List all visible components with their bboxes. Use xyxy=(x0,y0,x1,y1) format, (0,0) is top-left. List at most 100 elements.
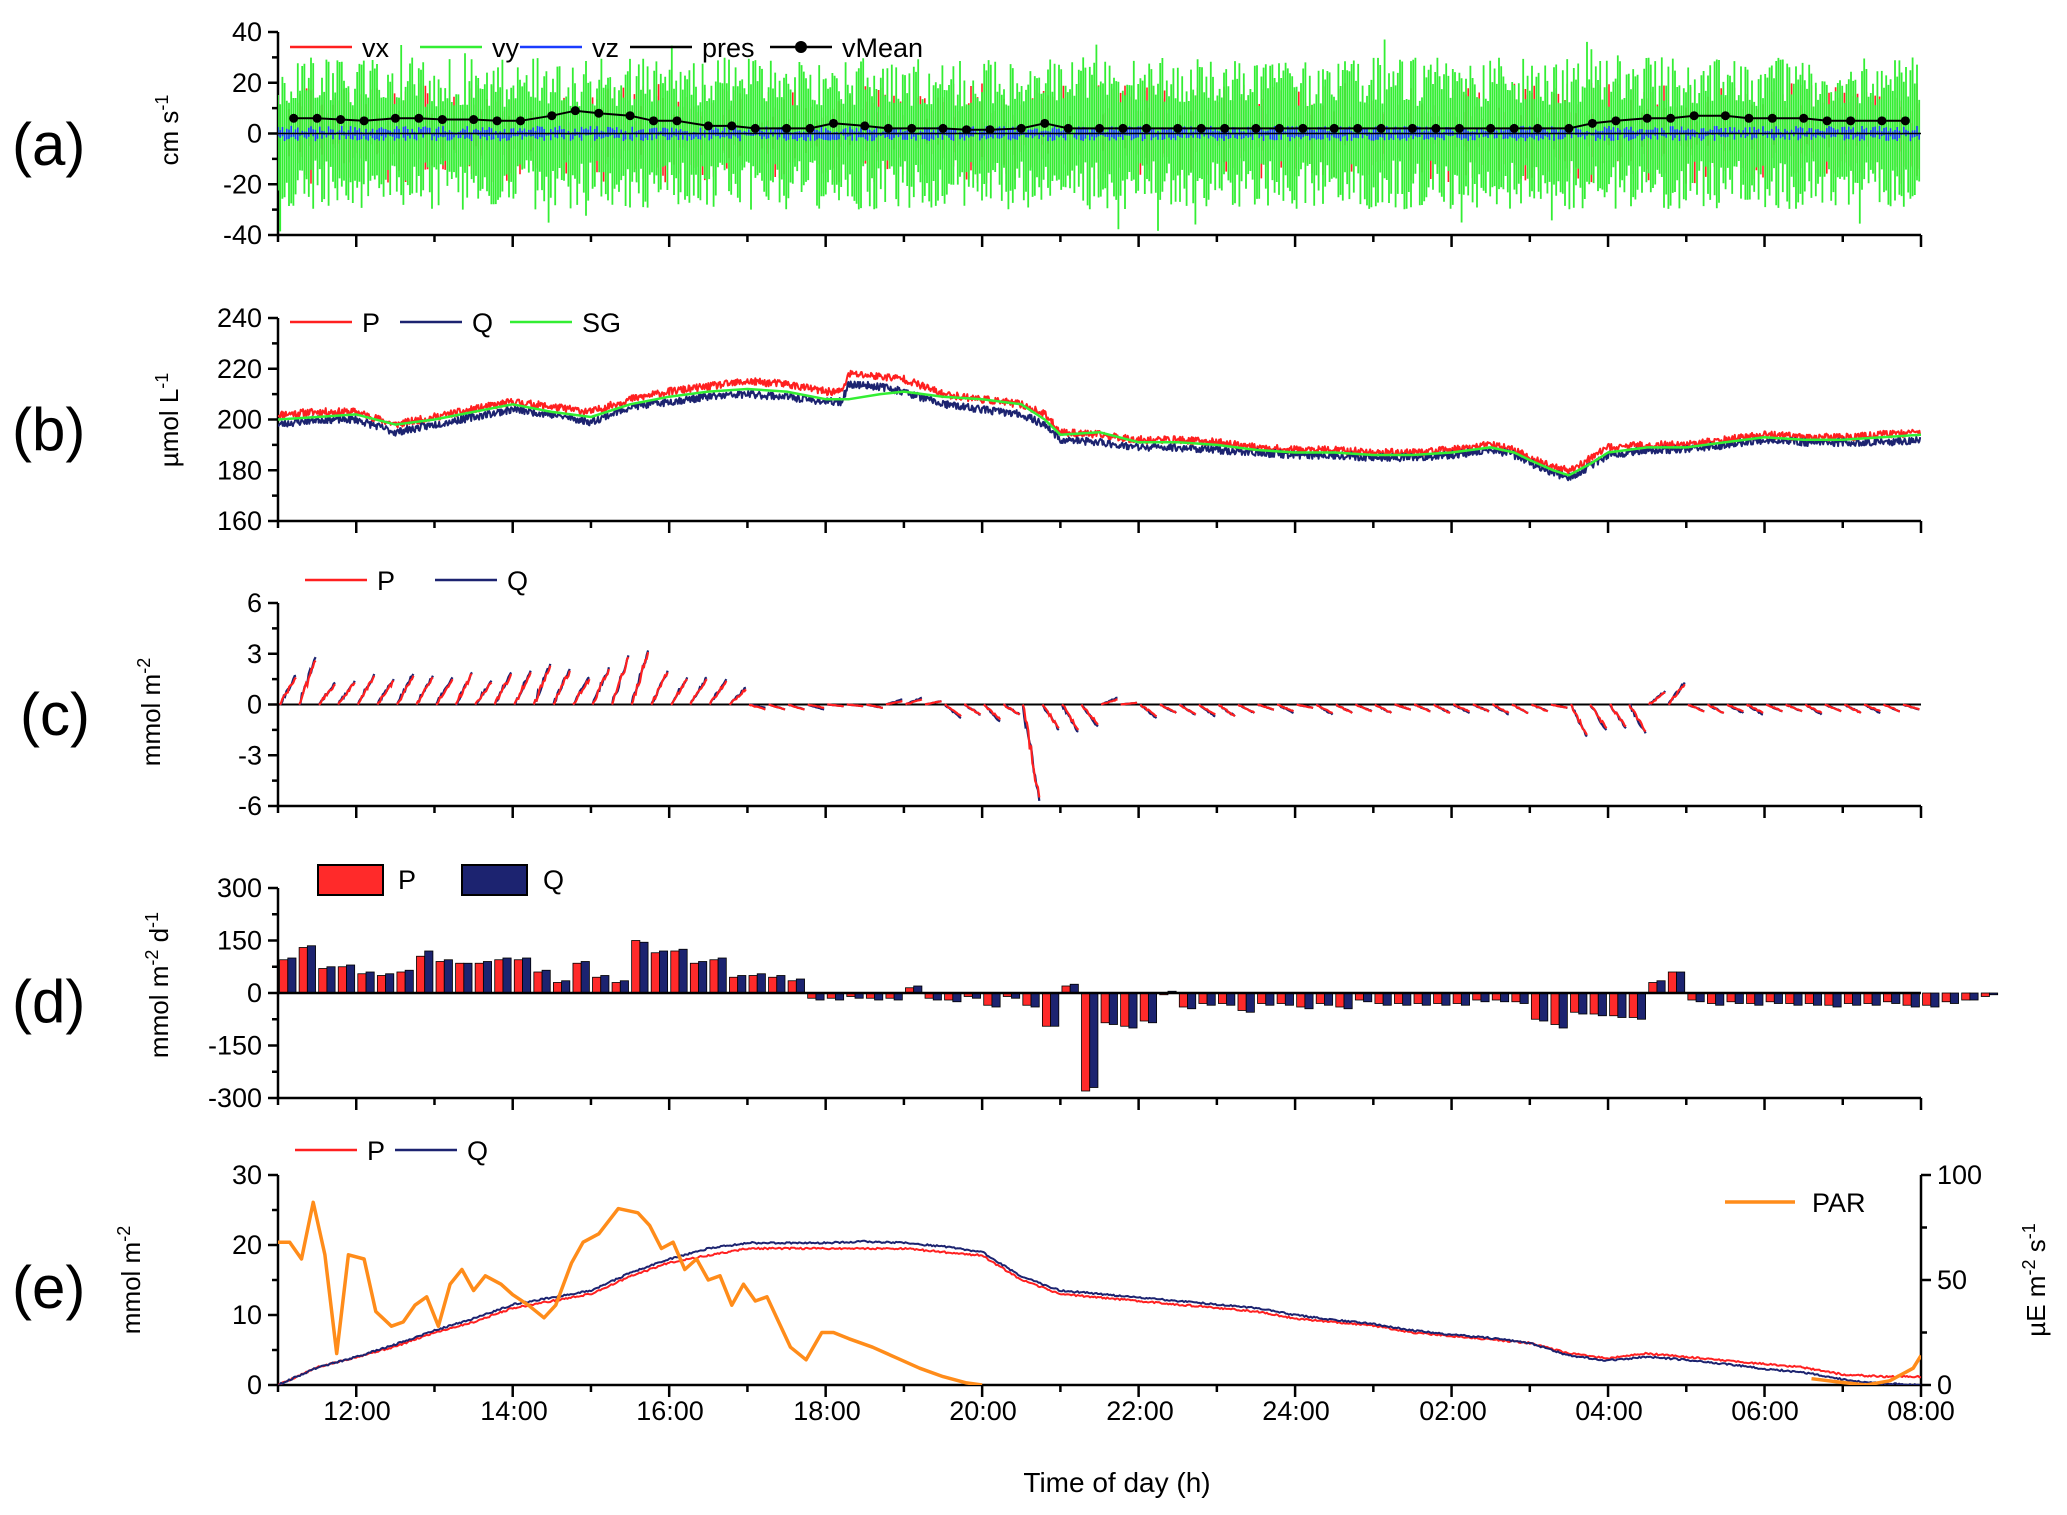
bar-p xyxy=(1022,992,1032,1006)
bar-p xyxy=(396,971,406,994)
bar-q xyxy=(1636,992,1647,1020)
vmean-point xyxy=(1173,123,1183,133)
bar-p xyxy=(533,971,543,994)
bar-p xyxy=(768,976,778,994)
vmean-point xyxy=(336,115,346,125)
bar-q xyxy=(1343,992,1353,1010)
bar-p xyxy=(1413,992,1423,1004)
bar-q xyxy=(1108,992,1118,1025)
y-tick-label: 300 xyxy=(217,873,262,903)
y-tick-label: -300 xyxy=(208,1083,262,1113)
bar-q xyxy=(385,973,395,994)
y-tick-label: -150 xyxy=(208,1031,262,1061)
bar-p xyxy=(1628,992,1638,1018)
y-tick-label: 220 xyxy=(217,354,262,384)
legend-vy-label: vy xyxy=(492,33,520,63)
bar-q xyxy=(1871,992,1881,1006)
bar-q xyxy=(424,950,434,994)
legend-q-swatch xyxy=(461,864,528,896)
bar-q xyxy=(1989,992,1999,996)
bar-q xyxy=(1813,992,1823,1006)
bar-q xyxy=(1069,983,1079,994)
bar-q xyxy=(619,980,629,994)
vmean-point xyxy=(1877,116,1887,126)
x-tick-label: 18:00 xyxy=(793,1396,861,1426)
bar-q xyxy=(737,975,747,994)
vmean-point xyxy=(961,125,971,135)
bar-q xyxy=(795,978,805,994)
vmean-point xyxy=(570,106,580,116)
legend-vx-label: vx xyxy=(362,33,390,63)
legend-vz-label: vz xyxy=(592,33,619,63)
bar-p xyxy=(689,962,699,994)
vmean-point xyxy=(1533,123,1543,133)
bar-q xyxy=(952,992,962,1003)
vmean-point xyxy=(985,125,995,135)
bar-p xyxy=(1746,992,1756,1004)
y-tick-label: 40 xyxy=(232,17,262,47)
bar-q xyxy=(1089,992,1099,1088)
vmean-point xyxy=(312,113,322,123)
bar-q xyxy=(1832,992,1842,1008)
bar-p xyxy=(1707,992,1717,1004)
bar-p xyxy=(1726,992,1736,1003)
vmean-point xyxy=(1329,123,1339,133)
vmean-point xyxy=(1767,113,1777,123)
bar-q xyxy=(1734,992,1744,1004)
vmean-point xyxy=(1587,118,1597,128)
bar-p xyxy=(1570,992,1580,1013)
bar-p xyxy=(1237,992,1247,1011)
vmean-point xyxy=(1611,116,1621,126)
bar-q xyxy=(1363,992,1373,1003)
y2-tick-label: 100 xyxy=(1937,1160,1982,1190)
bar-p xyxy=(1315,992,1325,1004)
vmean-point xyxy=(289,113,299,123)
x-tick-label: 02:00 xyxy=(1419,1396,1487,1426)
bar-q xyxy=(541,969,551,994)
vmean-point xyxy=(1822,116,1832,126)
vmean-point xyxy=(782,123,792,133)
y-tick-label: 6 xyxy=(247,588,262,618)
y-tick-label: 3 xyxy=(247,639,262,669)
bar-q xyxy=(1128,992,1138,1029)
vmean-point xyxy=(1274,123,1284,133)
bar-p xyxy=(435,961,445,994)
y-tick-label: 0 xyxy=(247,1370,262,1400)
vmean-point xyxy=(547,111,557,121)
bar-q xyxy=(580,961,590,994)
legend-sg-label: SG xyxy=(582,308,621,338)
ylabel-a: cm s-1 xyxy=(152,95,184,166)
y2-tick-label: 0 xyxy=(1937,1370,1952,1400)
bar-q xyxy=(1773,992,1783,1004)
bar-q xyxy=(1206,992,1216,1006)
y-tick-label: 30 xyxy=(232,1160,262,1190)
bar-p xyxy=(787,980,797,994)
vmean-point xyxy=(1040,118,1050,128)
vmean-point xyxy=(907,123,917,133)
vmean-point xyxy=(1118,123,1128,133)
vmean-point xyxy=(1509,123,1519,133)
vmean-point xyxy=(750,123,760,133)
vmean-point xyxy=(492,116,502,126)
bar-p xyxy=(748,975,758,994)
y-tick-label: 20 xyxy=(232,1230,262,1260)
y-tick-label: -6 xyxy=(238,791,262,821)
series-sg xyxy=(278,387,1921,477)
bar-p xyxy=(611,982,621,994)
y2-tick-label: 50 xyxy=(1937,1265,1967,1295)
vmean-point xyxy=(390,113,400,123)
bar-p xyxy=(1922,992,1932,1006)
bar-p xyxy=(298,947,308,994)
bar-q xyxy=(502,957,512,994)
bar-p xyxy=(1980,992,1990,997)
bar-q xyxy=(306,945,316,994)
y-tick-label: 0 xyxy=(247,690,262,720)
bar-p xyxy=(1804,992,1814,1004)
vmean-point xyxy=(727,121,737,131)
bar-p xyxy=(1335,992,1345,1008)
panel-b: 160 180 200 220 240 P Q SG xyxy=(217,303,1923,536)
vmean-point xyxy=(828,118,838,128)
y2label-e: µE m-2 s-1 xyxy=(2019,1223,2051,1336)
